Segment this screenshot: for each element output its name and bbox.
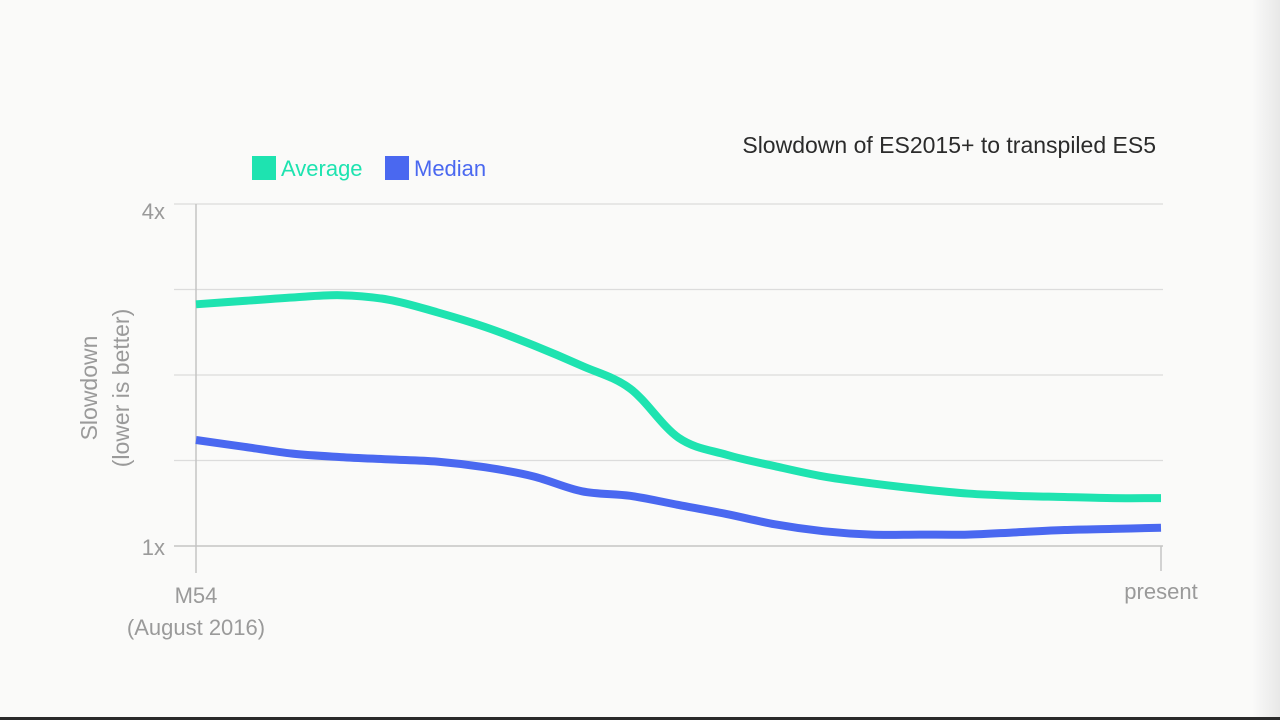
series-line-average bbox=[195, 291, 1162, 503]
y-axis-label-line2: (lower is better) bbox=[108, 309, 134, 467]
y-tick-label-4x: 4x bbox=[142, 199, 165, 224]
legend-median-swatch bbox=[385, 156, 409, 180]
legend-average-label: Average bbox=[281, 156, 363, 181]
chart-labels: Slowdown of ES2015+ to transpiled ES5 Av… bbox=[76, 132, 1198, 640]
slide-edge-shadow bbox=[1252, 0, 1280, 720]
chart-title: Slowdown of ES2015+ to transpiled ES5 bbox=[742, 132, 1156, 158]
y-axis-label-line1: Slowdown bbox=[76, 336, 102, 441]
x-tick-label-end: present bbox=[1124, 579, 1197, 604]
series-lines bbox=[195, 291, 1162, 539]
x-tick-label-start-line1: M54 bbox=[175, 583, 218, 608]
y-tick-label-1x: 1x bbox=[142, 535, 165, 560]
legend-average-swatch bbox=[252, 156, 276, 180]
bottom-border bbox=[0, 717, 1280, 720]
series-line-median bbox=[195, 436, 1162, 539]
legend-median-label: Median bbox=[414, 156, 486, 181]
grid-lines bbox=[174, 203, 1163, 462]
axes bbox=[174, 204, 1163, 573]
x-tick-label-start-line2: (August 2016) bbox=[127, 615, 265, 640]
